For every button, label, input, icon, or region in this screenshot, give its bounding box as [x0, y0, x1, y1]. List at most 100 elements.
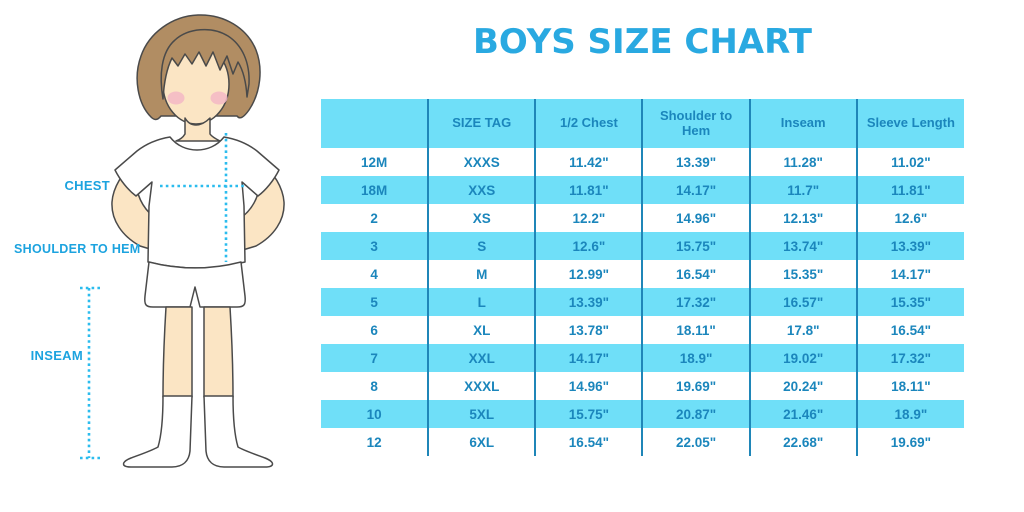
table-cell: 18M [360, 182, 388, 198]
table-cell: 11.42" [534, 148, 643, 176]
size-table-body: 12M XXXS 11.42" 13.39" 11.28" 11.02" 18M XXS 11.… [321, 148, 964, 456]
table-cell: 17.32" [855, 344, 964, 372]
table-cell: 11.7" [748, 176, 857, 204]
page-title: BOYS SIZE CHART [473, 22, 812, 62]
table-cell: 5XL [427, 400, 536, 428]
table-row: 2 XS 12.2" 14.96" 12.13" 12.6" [321, 204, 964, 232]
table-row: 8 XXXL 14.96" 19.69" 20.24" 18.11" [321, 372, 964, 400]
table-cell: 13.78" [534, 316, 643, 344]
boy-sock-right [203, 395, 274, 468]
header-cell: Shoulder to Hem [641, 99, 750, 148]
table-cell: M [427, 260, 536, 288]
table-cell: 18.11" [641, 316, 750, 344]
table-cell: 2 [370, 210, 378, 226]
table-cell: 11.28" [748, 148, 857, 176]
table-cell: 13.74" [748, 232, 857, 260]
table-cell: 14.96" [641, 204, 750, 232]
header-cell: 1/2 Chest [534, 99, 643, 148]
size-table: SIZE TAG 1/2 Chest Shoulder to Hem Inseam Sl… [321, 99, 964, 456]
table-cell: 13.39" [855, 232, 964, 260]
table-cell: 16.54" [641, 260, 750, 288]
boy-sock-left [122, 395, 193, 468]
table-cell: 17.8" [748, 316, 857, 344]
boy-cheek-left [167, 91, 185, 105]
boy-leg-right [203, 306, 234, 398]
table-cell: 7 [370, 350, 378, 366]
table-row: 18M XXS 11.81" 14.17" 11.7" 11.81" [321, 176, 964, 204]
header-cell: Sleeve Length [855, 99, 964, 148]
table-row: 10 5XL 15.75" 20.87" 21.46" 18.9" [321, 400, 964, 428]
boy-shirt [114, 136, 280, 269]
table-cell: 6 [370, 322, 378, 338]
table-cell: L [427, 288, 536, 316]
table-cell: 14.17" [855, 260, 964, 288]
table-cell: XS [427, 204, 536, 232]
table-cell: 13.39" [641, 148, 750, 176]
table-cell: 12.13" [748, 204, 857, 232]
table-cell: 19.69" [641, 372, 750, 400]
table-cell: 12.6" [534, 232, 643, 260]
table-row: 7 XXL 14.17" 18.9" 19.02" 17.32" [321, 344, 964, 372]
table-cell: 3 [370, 238, 378, 254]
header-cell-empty [321, 99, 428, 148]
table-cell: 15.75" [534, 400, 643, 428]
table-cell: 11.81" [855, 176, 964, 204]
table-row: 12 6XL 16.54" 22.05" 22.68" 19.69" [321, 428, 964, 456]
boy-neck [175, 117, 221, 142]
table-cell: 11.81" [534, 176, 643, 204]
table-cell: XXXS [427, 148, 536, 176]
size-table-header: SIZE TAG 1/2 Chest Shoulder to Hem Inseam Sl… [321, 99, 964, 148]
table-cell: XXL [427, 344, 536, 372]
table-cell: 22.05" [641, 428, 750, 456]
chest-label: CHEST [64, 178, 110, 193]
table-cell: 18.9" [641, 344, 750, 372]
table-cell: 5 [370, 294, 378, 310]
table-cell: 12.99" [534, 260, 643, 288]
shoulder-to-hem-label: SHOULDER TO HEM [14, 242, 141, 256]
table-row: 12M XXXS 11.42" 13.39" 11.28" 11.02" [321, 148, 964, 176]
table-cell: 4 [370, 266, 378, 282]
table-cell: 18.9" [855, 400, 964, 428]
table-cell: 12.2" [534, 204, 643, 232]
header-cell: SIZE TAG [427, 99, 536, 148]
table-cell: 8 [370, 378, 378, 394]
table-cell: 12M [360, 154, 388, 170]
table-cell: XL [427, 316, 536, 344]
boy-hair-fringe [160, 28, 250, 100]
table-cell: 19.69" [855, 428, 964, 456]
size-table-header-row: SIZE TAG 1/2 Chest Shoulder to Hem Inseam Sl… [321, 99, 964, 148]
table-cell: 18.11" [855, 372, 964, 400]
table-cell: 11.02" [855, 148, 964, 176]
table-cell: 13.39" [534, 288, 643, 316]
table-cell: 16.57" [748, 288, 857, 316]
table-row: 6 XL 13.78" 18.11" 17.8" 16.54" [321, 316, 964, 344]
table-cell: 17.32" [641, 288, 750, 316]
table-cell: XXS [427, 176, 536, 204]
table-row: 5 L 13.39" 17.32" 16.57" 15.35" [321, 288, 964, 316]
inseam-label: INSEAM [30, 348, 83, 363]
header-cell: Inseam [748, 99, 857, 148]
boy-arm-right [235, 161, 285, 253]
table-cell: 6XL [427, 428, 536, 456]
table-cell: 19.02" [748, 344, 857, 372]
table-cell: 15.35" [748, 260, 857, 288]
table-cell: 21.46" [748, 400, 857, 428]
table-cell: 20.87" [641, 400, 750, 428]
table-cell: 10 [366, 406, 382, 422]
boy-leg-left [162, 306, 193, 398]
table-cell: 22.68" [748, 428, 857, 456]
table-cell: XXXL [427, 372, 536, 400]
boy-shorts [144, 261, 246, 308]
table-cell: 16.54" [855, 316, 964, 344]
table-cell: 16.54" [534, 428, 643, 456]
table-cell: 14.17" [534, 344, 643, 372]
table-cell: 12.6" [855, 204, 964, 232]
table-cell: S [427, 232, 536, 260]
table-cell: 14.96" [534, 372, 643, 400]
boy-figure-illustration [80, 14, 285, 468]
table-cell: 15.75" [641, 232, 750, 260]
table-cell: 12 [366, 434, 382, 450]
table-cell: 14.17" [641, 176, 750, 204]
table-cell: 15.35" [855, 288, 964, 316]
